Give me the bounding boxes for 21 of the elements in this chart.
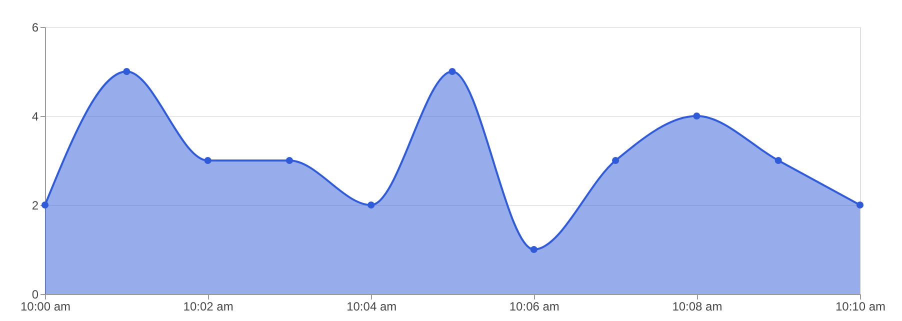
x-tick-label: 10:06 am xyxy=(509,300,560,314)
point xyxy=(448,68,456,76)
point xyxy=(693,112,700,120)
point xyxy=(204,156,212,164)
point xyxy=(368,201,375,209)
point xyxy=(286,156,293,164)
x-tick-label: 10:02 am xyxy=(183,300,234,314)
point xyxy=(530,246,538,254)
x-tick-label: 10:10 am xyxy=(835,300,886,314)
point xyxy=(123,68,130,76)
y-tick-label: 0 xyxy=(32,288,39,302)
y-tick-label: 4 xyxy=(32,110,39,124)
x-tick-label: 10:08 am xyxy=(672,300,722,314)
x-tick-label: 10:00 am xyxy=(20,300,71,314)
y-tick-label: 6 xyxy=(32,20,39,34)
point xyxy=(612,156,620,164)
point xyxy=(41,201,49,209)
point xyxy=(856,201,864,209)
point xyxy=(774,156,782,164)
y-tick-label: 2 xyxy=(32,198,39,212)
x-tick-label: 10:04 am xyxy=(346,300,397,314)
